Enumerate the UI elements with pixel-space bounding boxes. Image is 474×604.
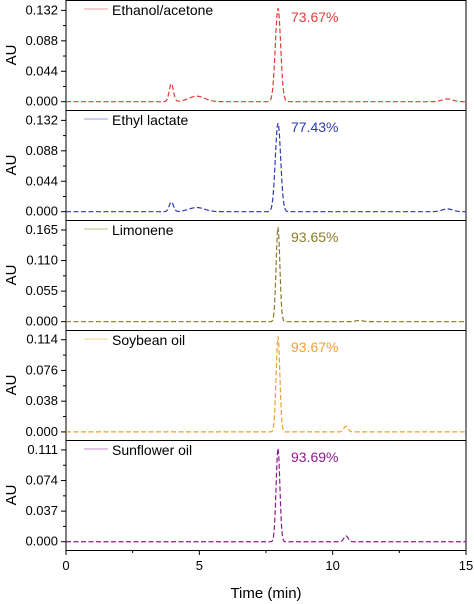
series-line (66, 8, 466, 103)
panel-5: 0.000 0.037 0.074 0.111 AU Sunflower oil 93.69… (3, 440, 467, 551)
x-tick-label: 5 (196, 558, 203, 573)
y-tick-label: 0.037 (25, 503, 58, 518)
y-axis-label: AU (3, 485, 20, 506)
y-axis-label: AU (3, 45, 20, 66)
y-tick-label: 0.110 (26, 253, 58, 268)
series-name: Ethanol/acetone (112, 2, 213, 18)
y-axis-label: AU (3, 265, 20, 286)
y-tick-label: 0.076 (25, 362, 58, 377)
y-tick-label: 0.088 (25, 143, 58, 158)
y-tick-label: 0.000 (25, 204, 58, 219)
purity-label: 93.65% (291, 229, 338, 245)
x-tick-label: 10 (325, 558, 339, 573)
y-axis-label: AU (3, 375, 20, 396)
panel-4: 0.000 0.038 0.076 0.114 AU Soybean oil 93.67% (3, 330, 467, 441)
panel-2: 0.000 0.044 0.088 0.132 AU Ethyl lactate 77.43… (3, 110, 467, 221)
x-tick-label: 0 (62, 558, 69, 573)
y-tick-label: 0.000 (25, 94, 58, 109)
y-tick-label: 0.000 (25, 314, 58, 329)
y-tick-label: 0.055 (25, 283, 58, 298)
series-name: Sunflower oil (112, 442, 192, 458)
y-tick-label: 0.000 (25, 534, 58, 549)
y-tick-label: 0.132 (25, 2, 58, 17)
purity-label: 93.67% (291, 339, 338, 355)
panel-1: 0.000 0.044 0.088 0.132 AU Ethanol/acetone 73.… (3, 0, 467, 111)
y-tick-label: 0.044 (25, 173, 58, 188)
series-name: Soybean oil (112, 332, 185, 348)
y-tick-label: 0.074 (25, 473, 58, 488)
y-tick-label: 0.132 (25, 112, 58, 127)
series-line (66, 227, 466, 323)
y-tick-label: 0.088 (25, 33, 58, 48)
series-name: Ethyl lactate (112, 112, 188, 128)
series-line (66, 448, 466, 543)
series-line (66, 336, 466, 433)
y-tick-label: 0.165 (25, 222, 58, 237)
purity-label: 77.43% (291, 119, 338, 135)
series-line (66, 122, 466, 213)
series-name: Limonene (112, 222, 174, 238)
purity-label: 93.69% (291, 449, 338, 465)
y-tick-label: 0.114 (26, 332, 58, 347)
y-tick-label: 0.111 (27, 442, 58, 457)
y-tick-label: 0.038 (25, 393, 58, 408)
x-axis-label: Time (min) (230, 585, 301, 602)
y-tick-label: 0.044 (25, 63, 58, 78)
y-tick-label: 0.000 (25, 424, 58, 439)
purity-label: 73.67% (291, 9, 338, 25)
panel-3: 0.000 0.055 0.110 0.165 AU Limonene 93.65% (3, 220, 467, 331)
x-tick-label: 15 (459, 558, 473, 573)
y-axis-label: AU (3, 155, 20, 176)
